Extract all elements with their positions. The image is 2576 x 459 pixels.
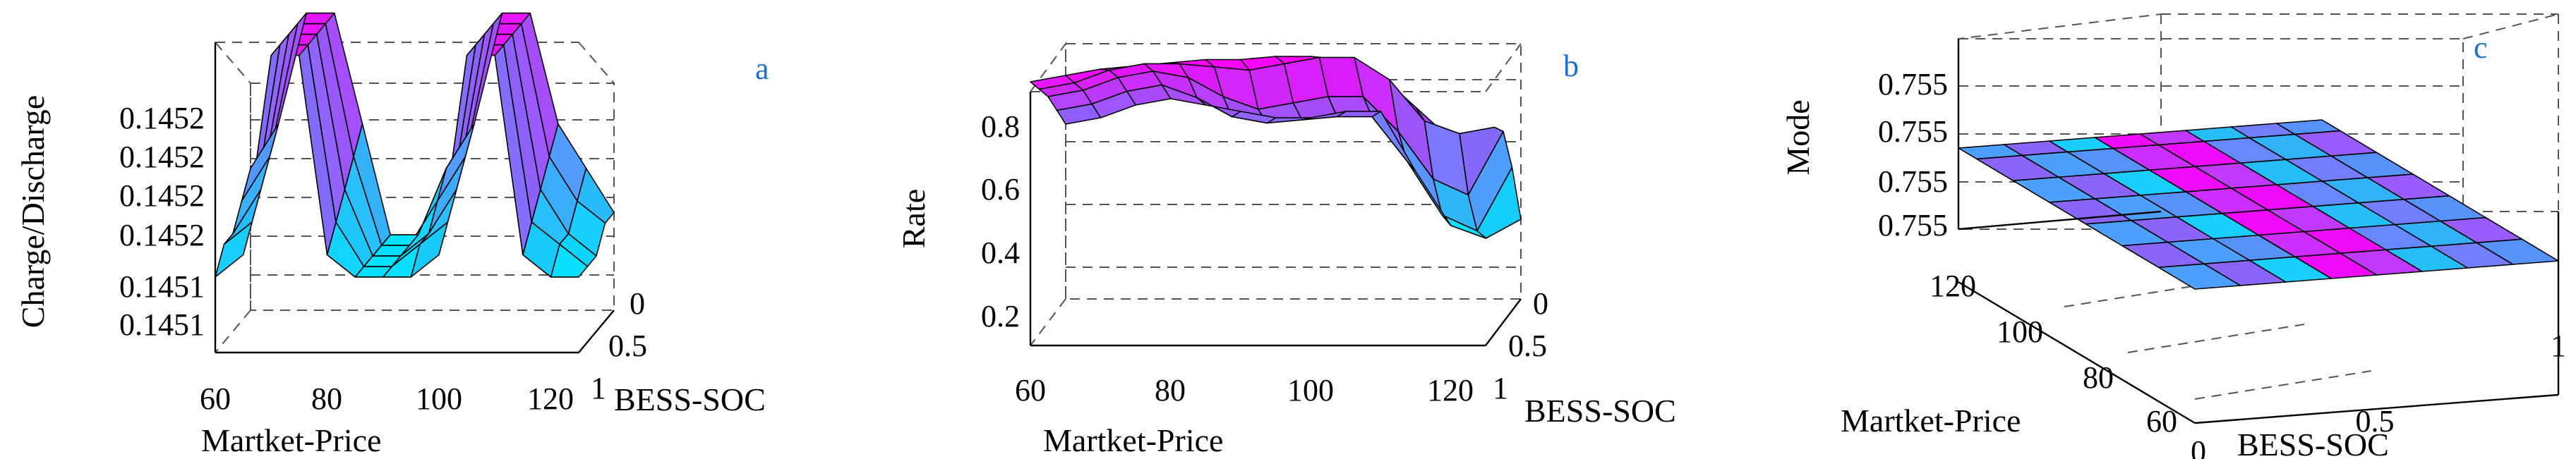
panel-c-z-ticks: 0.755 0.755 0.755 0.755 xyxy=(1878,67,1948,243)
panel-a-y-ticks: 0 0.5 1 xyxy=(591,286,647,405)
panel-b-z-tick: 0.6 xyxy=(981,172,1020,207)
panel-a-z-tick: 0.1452 xyxy=(119,101,205,135)
panel-c-x-tick: 100 xyxy=(1997,314,2043,349)
panel-a-x-tick: 120 xyxy=(527,381,574,416)
panel-c-z-axis-label: Mode xyxy=(1780,99,1816,175)
panel-c-y-ticks: 0 0.5 1 xyxy=(2191,329,2566,459)
panel-a-axes xyxy=(214,42,615,354)
panel-b-y-axis-label: BESS-SOC xyxy=(1524,393,1676,429)
panel-b-z-tick: 0.2 xyxy=(981,299,1020,333)
panel-b-x-axis-label: Martket-Price xyxy=(1043,422,1223,458)
panel-a-x-tick: 80 xyxy=(311,381,342,416)
panel-b-z-ticks: 0.2 0.4 0.6 0.8 xyxy=(981,109,1020,333)
panel-a-z-tick: 0.1452 xyxy=(119,178,205,213)
panel-a-x-ticks: 60 80 100 120 xyxy=(200,381,574,416)
surface-patch xyxy=(1056,103,1102,125)
surface-patch xyxy=(1958,144,2023,160)
panel-a-z-axis-label: Charge/Discharge xyxy=(15,95,51,328)
panel-b-z-tick: 0.8 xyxy=(981,109,1020,144)
panel-a-letter: a xyxy=(755,51,769,86)
panel-c-x-axis-label: Martket-Price xyxy=(1841,403,2021,439)
panel-b-y-tick: 0 xyxy=(1533,286,1548,321)
panel-c-axes xyxy=(1957,39,2560,424)
panel-a-z-tick: 0.1451 xyxy=(119,307,205,342)
panel-b-y-ticks: 0 0.5 1 xyxy=(1493,286,1548,405)
panel-b-surface xyxy=(1030,56,1522,239)
panel-a-y-tick: 0.5 xyxy=(608,329,647,363)
panel-c-letter: c xyxy=(2474,30,2488,65)
panel-c-x-tick: 60 xyxy=(2146,404,2177,439)
panel-a-z-ticks: 0.1451 0.1451 0.1452 0.1452 0.1452 0.145… xyxy=(119,101,205,342)
panel-b-y-tick: 1 xyxy=(1493,371,1508,405)
panel-c-y-tick: 0 xyxy=(2191,434,2206,459)
panel-b-y-tick: 0.5 xyxy=(1508,329,1547,363)
panel-b-x-tick: 120 xyxy=(1427,373,1474,408)
panel-b-x-tick: 80 xyxy=(1155,373,1186,408)
panel-c-y-axis-label: BESS-SOC xyxy=(2237,427,2389,459)
panel-b-axes xyxy=(1029,92,1522,347)
panel-a-x-tick: 100 xyxy=(416,381,462,416)
panel-c-z-tick: 0.755 xyxy=(1878,164,1948,199)
panel-b-letter: b xyxy=(1563,49,1579,83)
panel-c: 60 80 100 120 0 0.5 1 0.755 0.755 0.755 … xyxy=(1780,13,2566,459)
panel-a-y-axis-label: BESS-SOC xyxy=(614,381,766,417)
panel-a-y-tick: 0 xyxy=(630,286,645,321)
panel-c-z-tick: 0.755 xyxy=(1878,67,1948,102)
panel-b-x-tick: 100 xyxy=(1287,373,1334,408)
panel-c-z-tick: 0.755 xyxy=(1878,208,1948,243)
panel-b-x-tick: 60 xyxy=(1015,373,1046,408)
panel-c-x-tick: 120 xyxy=(1930,269,1976,303)
panel-a-z-tick: 0.1452 xyxy=(119,140,205,174)
panel-a-x-axis-label: Martket-Price xyxy=(201,422,381,458)
panel-c-surface xyxy=(1958,119,2559,290)
panel-b-z-axis-label: Rate xyxy=(896,189,932,248)
panel-a-z-tick: 0.1451 xyxy=(119,269,205,304)
surface-patch xyxy=(241,123,279,202)
panel-c-x-tick: 80 xyxy=(2083,360,2114,395)
panel-b-x-ticks: 60 80 100 120 xyxy=(1015,373,1474,408)
panel-a-surface xyxy=(215,12,615,278)
panel-c-y-tick: 1 xyxy=(2551,329,2566,363)
panel-a: 60 80 100 120 0 0.5 1 0.1451 0.1451 0.14… xyxy=(15,12,769,458)
panel-a-x-tick: 60 xyxy=(200,381,231,416)
panel-a-y-tick: 1 xyxy=(591,371,606,405)
panel-b-z-tick: 0.4 xyxy=(981,235,1020,270)
panel-c-y-tick: 0.5 xyxy=(2356,404,2395,439)
panel-c-z-tick: 0.755 xyxy=(1878,114,1948,149)
panel-c-x-ticks: 60 80 100 120 xyxy=(1930,269,2177,439)
panel-b: 60 80 100 120 0 0.5 1 0.2 0.4 0.6 0.8 Ma… xyxy=(896,41,1676,458)
panel-a-z-tick: 0.1452 xyxy=(119,218,205,252)
